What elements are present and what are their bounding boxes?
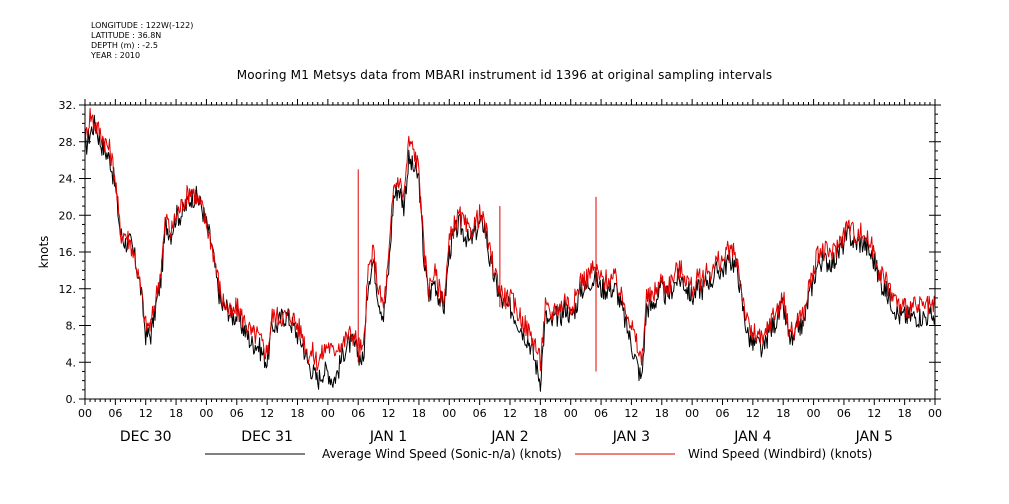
x-hour-tick-label: 18 [898, 407, 912, 420]
x-hour-tick-label: 06 [230, 407, 244, 420]
y-tick-label: 0. [66, 393, 77, 406]
x-day-label: JAN 3 [612, 429, 650, 445]
x-hour-tick-label: 12 [382, 407, 396, 420]
x-day-label: JAN 2 [490, 429, 528, 445]
x-hour-tick-label: 18 [412, 407, 426, 420]
y-tick-label: 4. [66, 356, 77, 369]
x-hour-tick-label: 18 [655, 407, 669, 420]
x-hour-tick-label: 18 [291, 407, 305, 420]
x-hour-tick-label: 18 [776, 407, 790, 420]
x-hour-tick-label: 06 [473, 407, 487, 420]
legend-label-average: Average Wind Speed (Sonic-n/a) (knots) [322, 447, 562, 461]
x-hour-tick-label: 06 [716, 407, 730, 420]
latitude-label: LATITUDE : 36.8N [91, 31, 162, 40]
x-hour-tick-label: 06 [594, 407, 608, 420]
x-day-label: JAN 4 [733, 429, 771, 445]
y-tick-label: 8. [66, 320, 77, 333]
x-hour-tick-label: 12 [624, 407, 638, 420]
x-hour-tick-label: 18 [533, 407, 547, 420]
series-line-windbird-wind-speed [84, 107, 936, 372]
x-hour-tick-label: 06 [351, 407, 365, 420]
x-hour-tick-label: 12 [260, 407, 274, 420]
x-hour-tick-label: 00 [442, 407, 456, 420]
y-tick-label: 32. [59, 99, 77, 112]
x-day-label: DEC 30 [120, 429, 172, 445]
legend-label-windbird: Wind Speed (Windbird) (knots) [688, 447, 873, 461]
y-tick-label: 20. [59, 209, 77, 222]
y-axis-label: knots [37, 236, 51, 269]
longitude-label: LONGITUDE : 122W(-122) [91, 21, 194, 30]
x-hour-tick-label: 00 [321, 407, 335, 420]
x-hour-tick-label: 12 [139, 407, 153, 420]
x-day-label: JAN 5 [855, 429, 893, 445]
x-hour-tick-label: 00 [685, 407, 699, 420]
x-hour-tick-label: 00 [564, 407, 578, 420]
x-hour-tick-label: 12 [746, 407, 760, 420]
y-tick-label: 24. [59, 173, 77, 186]
x-hour-tick-label: 00 [199, 407, 213, 420]
x-hour-tick-label: 00 [78, 407, 92, 420]
x-hour-tick-label: 12 [503, 407, 517, 420]
x-day-label: JAN 1 [369, 429, 407, 445]
x-hour-tick-label: 12 [867, 407, 881, 420]
year-label: YEAR : 2010 [91, 51, 141, 60]
depth-label: DEPTH (m) : -2.5 [91, 41, 158, 50]
x-hour-tick-label: 00 [928, 407, 942, 420]
y-tick-label: 12. [59, 283, 77, 296]
x-hour-tick-label: 00 [807, 407, 821, 420]
x-hour-tick-label: 06 [108, 407, 122, 420]
y-tick-label: 28. [59, 136, 77, 149]
y-tick-label: 16. [59, 246, 77, 259]
x-hour-tick-label: 06 [837, 407, 851, 420]
x-day-label: DEC 31 [241, 429, 293, 445]
x-hour-tick-label: 18 [169, 407, 183, 420]
chart-title: Mooring M1 Metsys data from MBARI instru… [236, 68, 773, 82]
